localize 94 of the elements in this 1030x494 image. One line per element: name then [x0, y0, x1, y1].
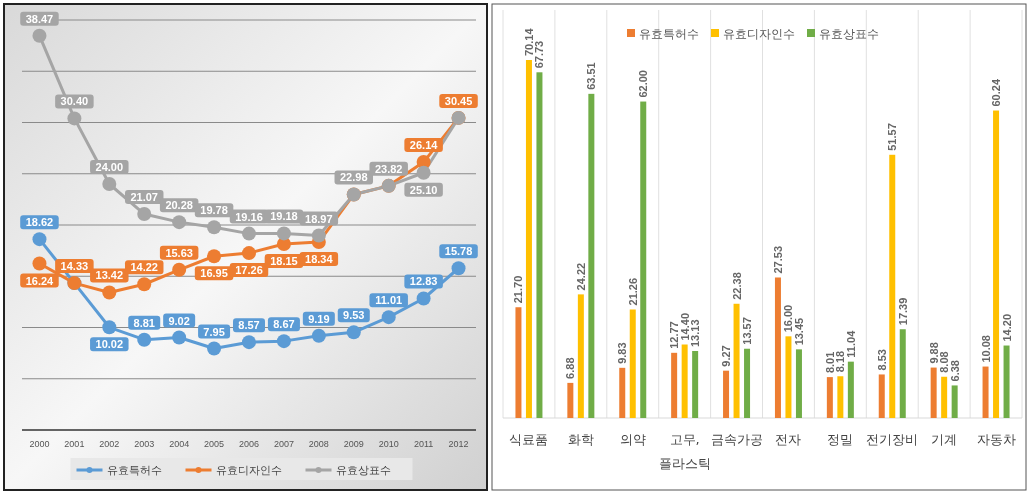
data-label: 16.00 [782, 304, 795, 333]
data-label: 8.67 [273, 318, 295, 331]
x-tick-label: 2011 [413, 439, 434, 449]
x-tick-label: 화학 [567, 432, 594, 447]
legend-label: 유효디자인수 [723, 27, 795, 41]
data-label: 14.22 [130, 261, 158, 274]
data-label: 38.47 [25, 12, 54, 25]
data-label: 22.98 [340, 171, 368, 184]
x-tick-label: 정밀 [827, 432, 854, 447]
data-label: 21.07 [130, 191, 158, 204]
data-label: 8.53 [875, 349, 888, 371]
x-tick-label: 2012 [448, 439, 469, 449]
data-label: 17.39 [896, 297, 909, 326]
data-label: 21.70 [512, 275, 525, 304]
data-label: 6.88 [564, 357, 577, 379]
data-label: 70.14 [522, 27, 535, 56]
legend-label: 유효디자인수 [215, 464, 282, 477]
data-label: 30.40 [60, 95, 89, 108]
legend-label: 유효특허수 [106, 464, 162, 477]
legend-label: 유효특허수 [639, 27, 699, 41]
x-tick-label: 식료품 [509, 432, 549, 447]
data-label: 18.15 [270, 254, 298, 267]
data-label: 19.18 [270, 210, 298, 223]
data-label: 9.53 [343, 309, 365, 322]
data-label: 11.01 [375, 294, 403, 307]
data-label: 24.22 [574, 262, 587, 291]
data-label: 18.97 [305, 212, 333, 225]
data-label: 22.38 [730, 272, 743, 300]
x-tick-label: 2000 [29, 439, 50, 449]
data-label: 20.28 [165, 199, 193, 212]
data-label: 9.27 [720, 345, 733, 367]
x-tick-label: 2003 [134, 439, 155, 449]
data-label: 8.18 [834, 350, 847, 373]
x-tick-label: 2001 [64, 439, 85, 449]
data-label: 7.95 [203, 325, 225, 338]
data-label: 13.57 [741, 317, 754, 345]
data-label: 10.08 [979, 335, 992, 363]
data-label: 16.95 [200, 267, 228, 280]
x-tick-label: 전기장비 [866, 432, 919, 447]
data-label: 19.16 [235, 210, 263, 223]
data-label: 63.51 [585, 62, 598, 90]
data-label: 8.01 [823, 351, 836, 374]
data-label: 25.10 [409, 183, 438, 196]
data-label: 13.13 [689, 319, 702, 347]
data-label: 14.40 [678, 312, 691, 341]
data-label: 9.83 [616, 342, 629, 364]
data-label: 9.02 [168, 314, 190, 327]
data-label: 15.63 [165, 246, 193, 259]
data-label: 21.26 [626, 277, 639, 306]
data-label: 51.57 [886, 123, 899, 151]
x-tick-label: 2009 [343, 439, 364, 449]
data-label: 9.19 [308, 312, 330, 325]
data-label: 18.34 [305, 253, 334, 266]
x-tick-label: 의약 [619, 432, 646, 447]
data-label: 17.26 [235, 264, 263, 277]
data-label: 27.53 [771, 245, 784, 274]
x-tick-label: 2006 [238, 439, 260, 449]
data-label: 13.42 [95, 269, 124, 282]
x-tick-label: 금속가공 [710, 432, 763, 447]
x-tick-label: 2004 [169, 439, 190, 449]
data-label: 18.62 [25, 216, 54, 229]
data-label: 15.78 [444, 245, 473, 258]
x-tick-label: 2002 [99, 439, 120, 449]
data-label: 14.33 [60, 260, 89, 273]
data-label: 14.20 [1000, 313, 1013, 342]
data-label: 10.02 [95, 338, 124, 351]
data-label: 13.45 [792, 317, 805, 346]
legend-label: 유효상표수 [819, 27, 879, 41]
data-label: 24.00 [95, 161, 124, 173]
x-tick-label: 자동차 [976, 432, 1016, 447]
data-label: 8.81 [133, 316, 155, 329]
x-tick-label: 기계 [931, 432, 958, 447]
data-label: 11.04 [844, 329, 857, 358]
data-label: 8.08 [938, 351, 951, 373]
x-tick-label: 2010 [378, 439, 399, 449]
data-label: 9.88 [927, 342, 940, 364]
data-label: 62.00 [637, 70, 650, 98]
data-label: 8.57 [238, 319, 260, 332]
x-tick-label: 2008 [308, 439, 329, 449]
data-label: 23.82 [374, 162, 403, 175]
data-label: 12.77 [668, 321, 681, 349]
x-tick-label: 전자 [775, 432, 802, 447]
x-tick-label: 2007 [273, 439, 294, 449]
legend-label: 유효상표수 [335, 464, 391, 477]
x-tick-label: 고무, 플라스틱 [658, 432, 711, 471]
data-label: 12.83 [409, 275, 438, 288]
data-label: 60.24 [990, 78, 1003, 107]
data-label: 16.24 [25, 274, 55, 287]
data-label: 67.73 [533, 40, 546, 69]
data-label: 19.78 [200, 204, 228, 217]
data-label: 6.38 [948, 360, 961, 382]
data-label: 30.45 [444, 94, 473, 107]
data-label: 26.14 [409, 139, 439, 152]
x-tick-label: 2005 [204, 439, 225, 449]
